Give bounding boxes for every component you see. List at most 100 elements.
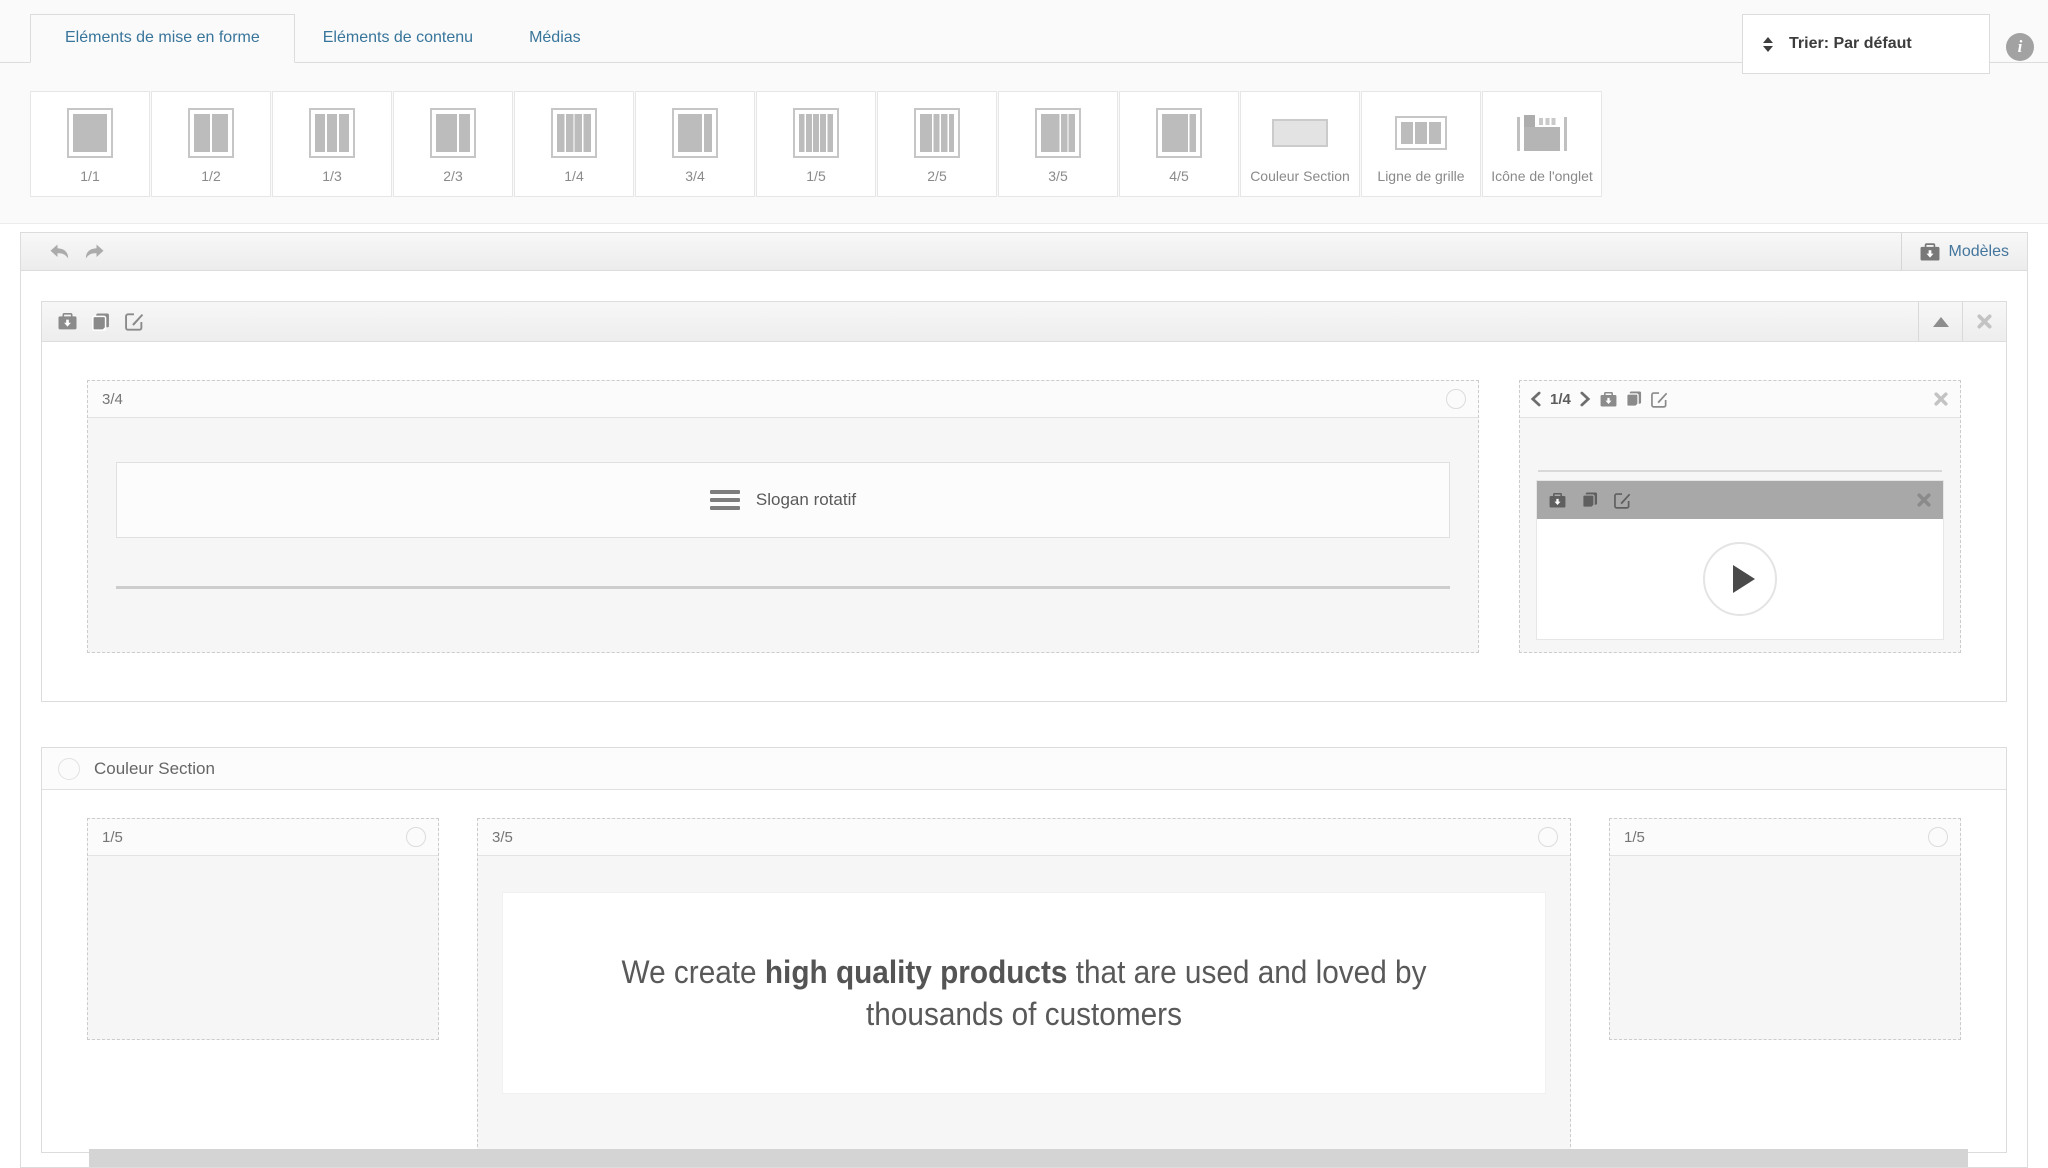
sort-label: Trier: Par défaut: [1789, 35, 1912, 52]
column-size-label: 1/5: [102, 828, 123, 846]
columns-1-2-icon: [188, 108, 234, 158]
divider-element[interactable]: [116, 586, 1450, 589]
row-container-2: Couleur Section 1/5 3/5: [41, 747, 2007, 1153]
columns-2-5-icon: [914, 108, 960, 158]
columns-3-4-icon: [672, 108, 718, 158]
row1-controls: [1918, 302, 2006, 341]
next-element-header-bar[interactable]: [89, 1149, 1968, 1167]
section-color-icon: [1272, 119, 1328, 147]
grid-row-icon: [1395, 116, 1447, 150]
palette-item-1-4[interactable]: 1/4: [514, 91, 634, 197]
chevron-left-icon[interactable]: [1530, 391, 1541, 407]
columns-1-5-icon: [793, 108, 839, 158]
column-1-4-header[interactable]: 1/4: [1520, 381, 1960, 418]
column-3-4-header[interactable]: 3/4: [88, 381, 1478, 418]
templates-button[interactable]: Modèles: [1900, 233, 2027, 270]
column-3-5-body: We create high quality products that are…: [478, 856, 1570, 1094]
tab-media[interactable]: Médias: [529, 29, 581, 46]
palette-item-2-3[interactable]: 2/3: [393, 91, 513, 197]
palette-item-1-1[interactable]: 1/1: [30, 91, 150, 197]
columns-1-3-icon: [309, 108, 355, 158]
column-1-5-right: 1/5: [1609, 818, 1961, 1040]
builder-canvas: Modèles: [20, 232, 2028, 1168]
columns-1-4-icon: [551, 108, 597, 158]
text-block-element[interactable]: We create high quality products that are…: [502, 892, 1546, 1094]
column-3-4: 3/4 Slogan rotatif: [87, 380, 1479, 653]
tab-element-icon: [1517, 115, 1567, 151]
layout-elements-palette: 1/1 1/2 1/3 2/3 1/4 3/4: [0, 63, 2048, 223]
row2-drag-header[interactable]: Couleur Section: [42, 748, 2006, 790]
column-options-circle[interactable]: [1538, 827, 1558, 847]
row2-content: 1/5 3/5 We create high quality products …: [42, 790, 2006, 1152]
video-preview: [1537, 519, 1943, 639]
column-3-4-body: Slogan rotatif: [88, 418, 1478, 589]
templates-archive-icon: [1920, 242, 1940, 261]
column-delete-button[interactable]: [1934, 392, 1948, 406]
divider-element[interactable]: [1538, 470, 1942, 472]
row1-content: 3/4 Slogan rotatif: [42, 342, 2006, 701]
column-1-5-left-header[interactable]: 1/5: [88, 819, 438, 856]
palette-item-4-5[interactable]: 4/5: [1119, 91, 1239, 197]
play-button[interactable]: [1703, 542, 1777, 616]
rotating-slogan-element[interactable]: Slogan rotatif: [116, 462, 1450, 538]
column-size-label: 1/4: [1550, 390, 1571, 408]
columns-2-3-icon: [430, 108, 476, 158]
collapse-triangle-icon: [1932, 316, 1949, 327]
sort-dropdown[interactable]: Trier: Par défaut: [1742, 14, 1990, 74]
element-edit-icon[interactable]: [1614, 492, 1631, 509]
column-edit-icon[interactable]: [1650, 391, 1668, 408]
play-icon: [1732, 565, 1755, 593]
column-options-circle[interactable]: [1446, 389, 1466, 409]
templates-label: Modèles: [1948, 242, 2009, 260]
row-delete-button[interactable]: [1962, 302, 2006, 341]
undo-icon[interactable]: [43, 233, 77, 270]
columns-1-1-icon: [67, 108, 113, 158]
video-element[interactable]: [1536, 480, 1944, 640]
info-icon[interactable]: i: [2006, 33, 2034, 61]
row-duplicate-icon[interactable]: [92, 313, 110, 331]
palette-item-1-2[interactable]: 1/2: [151, 91, 271, 197]
column-size-label: 3/4: [102, 390, 123, 408]
palette-item-3-4[interactable]: 3/4: [635, 91, 755, 197]
text-lines-icon: [709, 490, 740, 510]
tab-content-elements[interactable]: Eléments de contenu: [322, 29, 474, 46]
palette-item-3-5[interactable]: 3/5: [998, 91, 1118, 197]
palette-item-tab-icon[interactable]: Icône de l'onglet: [1482, 91, 1602, 197]
slogan-element-label: Slogan rotatif: [755, 490, 857, 509]
row1-drag-header[interactable]: [42, 302, 2006, 342]
column-1-5-right-header[interactable]: 1/5: [1610, 819, 1960, 856]
column-1-4: 1/4: [1519, 380, 1961, 653]
element-duplicate-icon[interactable]: [1582, 492, 1598, 508]
columns-3-5-icon: [1035, 108, 1081, 158]
column-1-5-left: 1/5: [87, 818, 439, 1040]
canvas-toolbar: Modèles: [21, 233, 2027, 271]
palette-item-section-color[interactable]: Couleur Section: [1240, 91, 1360, 197]
video-element-toolbar: [1537, 481, 1943, 519]
column-duplicate-icon[interactable]: [1625, 391, 1642, 407]
column-save-template-icon[interactable]: [1600, 391, 1617, 407]
section-color-radio[interactable]: [58, 757, 80, 780]
column-options-circle[interactable]: [406, 827, 426, 847]
canvas-body: 3/4 Slogan rotatif: [21, 271, 2027, 1153]
row-edit-icon[interactable]: [125, 312, 144, 331]
close-icon: [1977, 314, 1992, 329]
column-3-5: 3/5 We create high quality products that…: [477, 818, 1571, 1152]
row-collapse-button[interactable]: [1918, 302, 1962, 341]
element-delete-button[interactable]: [1917, 493, 1931, 507]
column-size-label: 3/5: [492, 828, 513, 846]
palette-item-grid-row[interactable]: Ligne de grille: [1361, 91, 1481, 197]
element-save-template-icon[interactable]: [1549, 492, 1566, 508]
column-options-circle[interactable]: [1928, 827, 1948, 847]
tab-layout-elements[interactable]: Eléments de mise en forme: [30, 14, 295, 63]
column-3-5-header[interactable]: 3/5: [478, 819, 1570, 856]
column-size-label: 1/5: [1624, 828, 1645, 846]
row-save-template-icon[interactable]: [58, 313, 77, 330]
section-color-label: Couleur Section: [94, 758, 215, 778]
redo-icon[interactable]: [77, 233, 111, 270]
palette-item-1-3[interactable]: 1/3: [272, 91, 392, 197]
chevron-right-icon[interactable]: [1580, 391, 1591, 407]
text-block-content: We create high quality products that are…: [621, 953, 1427, 1032]
palette-item-1-5[interactable]: 1/5: [756, 91, 876, 197]
palette-item-2-5[interactable]: 2/5: [877, 91, 997, 197]
